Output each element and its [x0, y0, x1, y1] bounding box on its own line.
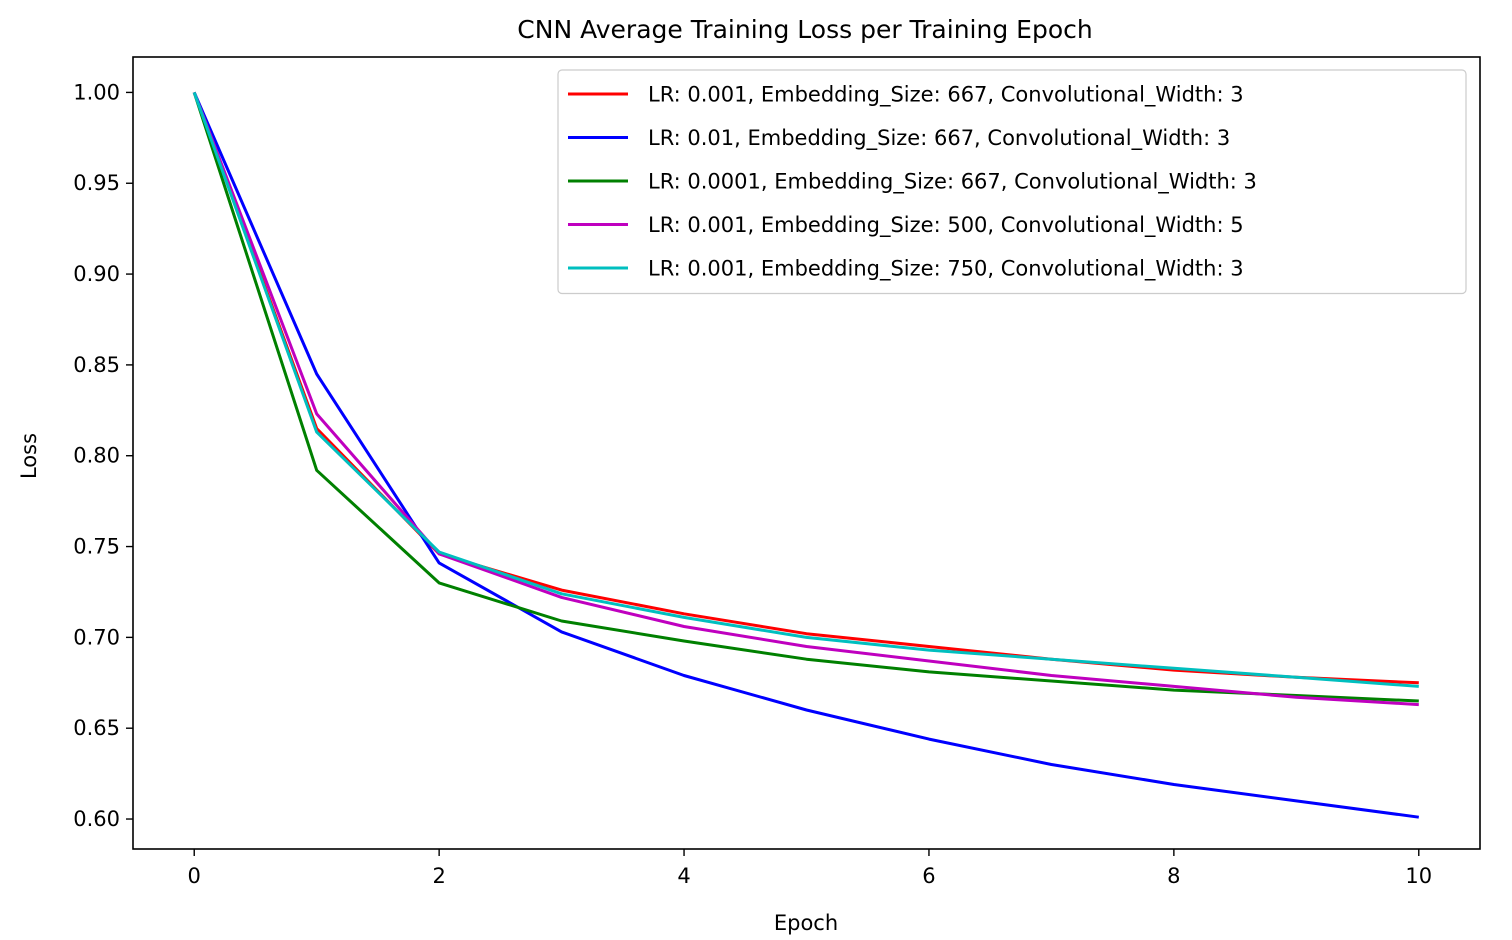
y-tick-label: 0.90 [73, 262, 120, 286]
series-line-3 [192, 91, 1419, 703]
y-tick-label: 0.70 [73, 625, 120, 649]
y-tick-label: 0.60 [73, 807, 120, 831]
series-layer [192, 91, 1419, 819]
legend-entry: LR: 0.0001, Embedding_Size: 667, Convolu… [648, 170, 1257, 195]
x-tick-label: 6 [922, 864, 935, 888]
x-axis: 0 2 4 6 8 10 [188, 849, 1432, 888]
x-tick-label: 8 [1167, 864, 1180, 888]
y-axis: 0.60 0.65 0.70 0.75 0.80 0.85 0.90 0.95 1.00 [73, 80, 133, 831]
y-tick-label: 0.95 [73, 171, 120, 195]
x-axis-label: Epoch [774, 911, 838, 935]
plot-frame [132, 56, 1481, 850]
y-tick-label: 0.65 [73, 716, 120, 740]
legend-entry: LR: 0.001, Embedding_Size: 667, Convolut… [648, 83, 1244, 108]
legend-entry: LR: 0.001, Embedding_Size: 500, Convolut… [648, 213, 1244, 238]
series-line-2 [192, 91, 1419, 819]
y-tick-label: 1.00 [73, 80, 120, 104]
chart-title: CNN Average Training Loss per Training E… [517, 15, 1092, 44]
x-tick-label: 10 [1405, 864, 1432, 888]
x-tick-label: 4 [677, 864, 690, 888]
y-axis-label: Loss [17, 433, 41, 479]
y-tick-label: 0.85 [73, 353, 120, 377]
x-tick-label: 0 [188, 864, 201, 888]
y-tick-label: 0.80 [73, 444, 120, 468]
series-line-4 [192, 91, 1419, 707]
legend-box [557, 69, 1467, 295]
x-tick-label: 2 [432, 864, 445, 888]
legend-entry: LR: 0.001, Embedding_Size: 750, Convolut… [648, 257, 1244, 282]
legend-entry: LR: 0.01, Embedding_Size: 667, Convoluti… [648, 126, 1230, 151]
series-line-5 [192, 91, 1419, 688]
y-tick-label: 0.75 [73, 535, 120, 559]
legend: LR: 0.001, Embedding_Size: 667, Convolut… [557, 69, 1467, 295]
